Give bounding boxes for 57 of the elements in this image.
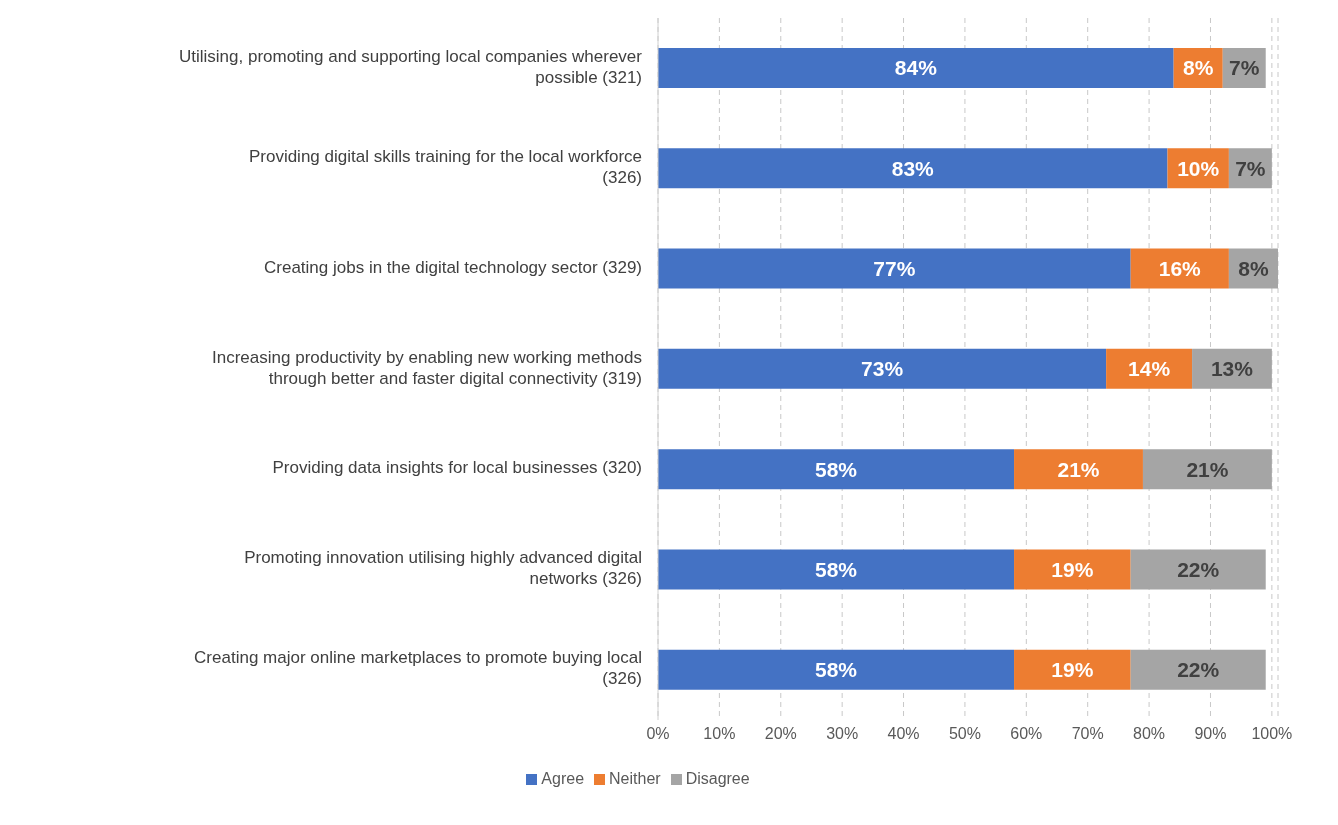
x-tick-label: 30%	[826, 725, 859, 743]
bar	[658, 348, 1107, 389]
data-label: 58%	[815, 658, 858, 682]
bar	[1130, 549, 1266, 590]
legend-label: Disagree	[685, 770, 750, 787]
x-tick-label: 20%	[764, 725, 797, 743]
data-label: 21%	[1057, 457, 1100, 481]
bar	[1014, 649, 1131, 690]
y-tick-label: Creating major online marketplaces to promote buying local (326)	[194, 648, 642, 689]
y-tick-label: Increasing productivity by enabling new working methods through better and faster digital connectivity (319)	[212, 347, 642, 388]
bar	[658, 649, 1015, 690]
data-label: 16%	[1158, 257, 1202, 281]
data-label: 19%	[1051, 557, 1094, 581]
bar	[1014, 549, 1131, 590]
y-tick-label: Utilising, promoting and supporting local companies wherever possible (321)	[178, 47, 643, 88]
bar	[1142, 449, 1272, 490]
x-tick-label: 10%	[703, 725, 736, 743]
data-label: 22%	[1177, 557, 1220, 581]
data-label: 21%	[1186, 457, 1229, 481]
y-tick-label: Promoting innovation utilising highly advanced digital networks (326)	[244, 548, 642, 589]
data-label: 8%	[1183, 56, 1214, 80]
data-label: 58%	[815, 457, 858, 481]
x-tick-label: 70%	[1071, 725, 1104, 743]
bar	[1130, 649, 1266, 690]
data-label: 7%	[1235, 156, 1266, 180]
data-label: 77%	[873, 257, 916, 281]
data-label: 14%	[1128, 357, 1171, 381]
y-tick-label: Providing data insights for local businesses (320)	[272, 458, 642, 478]
y-tick-label: Creating jobs in the digital technology sector (329)	[264, 258, 642, 278]
data-label: 84%	[894, 56, 938, 80]
bar	[658, 549, 1015, 590]
x-tick-label: 40%	[887, 725, 920, 743]
bar	[1130, 248, 1229, 289]
legend-label: Agree	[541, 770, 585, 787]
x-tick-label: 90%	[1194, 725, 1227, 743]
bar	[1106, 348, 1193, 389]
bar	[658, 48, 1174, 88]
x-tick-label: 0%	[646, 725, 670, 743]
data-label: 19%	[1051, 658, 1094, 682]
data-label: 10%	[1177, 156, 1220, 180]
bar	[1014, 449, 1143, 490]
data-label: 7%	[1229, 56, 1260, 80]
bar	[658, 148, 1168, 189]
data-label: 58%	[815, 557, 858, 581]
data-label: 73%	[861, 357, 904, 381]
legend-label: Neither	[609, 770, 661, 787]
bar	[658, 248, 1131, 289]
data-label: 8%	[1238, 257, 1269, 281]
x-tick-label: 80%	[1133, 725, 1166, 743]
x-tick-label: 60%	[1010, 725, 1043, 743]
bar	[658, 449, 1015, 490]
y-tick-label: Providing digital skills training for the local workforce (326)	[248, 147, 642, 188]
data-label: 83%	[891, 156, 935, 180]
data-label: 13%	[1210, 357, 1254, 381]
x-tick-label: 50%	[948, 725, 981, 743]
x-tick-label: 100%	[1251, 725, 1293, 743]
data-label: 22%	[1177, 658, 1220, 682]
